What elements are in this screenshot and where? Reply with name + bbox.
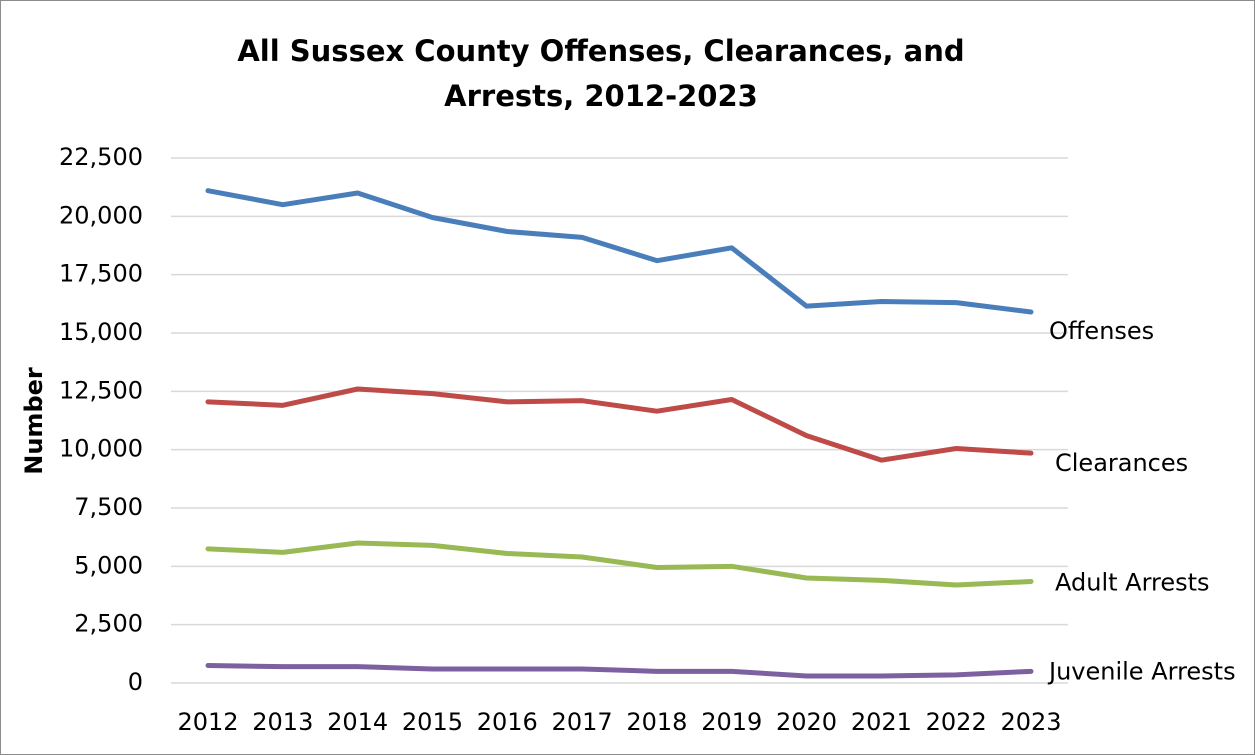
y-tick-label: 2,500 bbox=[74, 610, 143, 638]
chart-title: All Sussex County Offenses, Clearances, … bbox=[237, 34, 965, 113]
y-tick-label: 0 bbox=[128, 668, 143, 696]
y-tick-label: 20,000 bbox=[59, 201, 143, 229]
series-label: Clearances bbox=[1055, 449, 1188, 477]
y-tick-label: 17,500 bbox=[59, 260, 143, 288]
series-label: Adult Arrests bbox=[1055, 569, 1210, 597]
x-tick-label: 2014 bbox=[327, 708, 388, 736]
y-axis-label: Number bbox=[20, 367, 48, 475]
series-line bbox=[205, 386, 1034, 463]
series-label: Offenses bbox=[1049, 317, 1154, 345]
series-line bbox=[205, 188, 1034, 315]
y-tick-label: 7,500 bbox=[74, 493, 143, 521]
x-tick-label: 2015 bbox=[402, 708, 463, 736]
y-tick-label: 15,000 bbox=[59, 318, 143, 346]
y-tick-label: 12,500 bbox=[59, 376, 143, 404]
x-tick-label: 2020 bbox=[776, 708, 837, 736]
series-line bbox=[205, 540, 1034, 588]
series-line bbox=[205, 663, 1034, 679]
x-tick-label: 2016 bbox=[477, 708, 538, 736]
y-tick-label: 10,000 bbox=[59, 435, 143, 463]
y-tick-label: 5,000 bbox=[74, 551, 143, 579]
x-tick-label: 2019 bbox=[701, 708, 762, 736]
x-tick-label: 2018 bbox=[626, 708, 687, 736]
series-label: Juvenile Arrests bbox=[1047, 657, 1236, 685]
y-tick-label: 22,500 bbox=[59, 143, 143, 171]
x-tick-label: 2013 bbox=[252, 708, 313, 736]
x-tick-label: 2023 bbox=[1000, 708, 1061, 736]
x-tick-label: 2022 bbox=[926, 708, 987, 736]
x-tick-label: 2017 bbox=[552, 708, 613, 736]
x-tick-label: 2012 bbox=[177, 708, 238, 736]
x-tick-label: 2021 bbox=[851, 708, 912, 736]
